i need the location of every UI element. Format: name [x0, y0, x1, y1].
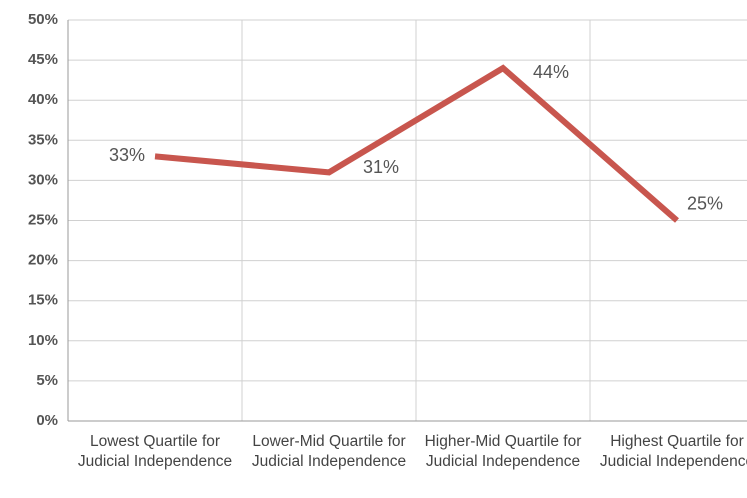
y-tick-label: 20% [28, 252, 58, 269]
y-tick-label: 0% [36, 412, 58, 429]
data-label: 33% [109, 145, 145, 165]
data-label: 44% [533, 62, 569, 82]
data-line [154, 64, 679, 223]
x-tick-label: Lowest Quartile for Judicial Independenc… [77, 433, 233, 470]
x-tick-label: Lower-Mid Quartile for Judicial Independ… [251, 433, 407, 470]
x-tick-label: Highest Quartile for Judicial Independen… [599, 433, 747, 470]
y-tick-label: 25% [28, 211, 58, 228]
y-tick-label: 40% [28, 91, 58, 108]
y-tick-label: 5% [36, 372, 58, 389]
data-label: 25% [687, 193, 723, 213]
y-tick-label: 30% [28, 171, 58, 188]
y-tick-label: 10% [28, 332, 58, 349]
y-tick-label: 45% [28, 51, 58, 68]
x-tick-label: Higher-Mid Quartile for Judicial Indepen… [424, 433, 582, 470]
y-tick-label: 35% [28, 131, 58, 148]
y-tick-label: 15% [28, 292, 58, 309]
data-label: 31% [363, 157, 399, 177]
y-tick-label: 50% [28, 11, 58, 28]
